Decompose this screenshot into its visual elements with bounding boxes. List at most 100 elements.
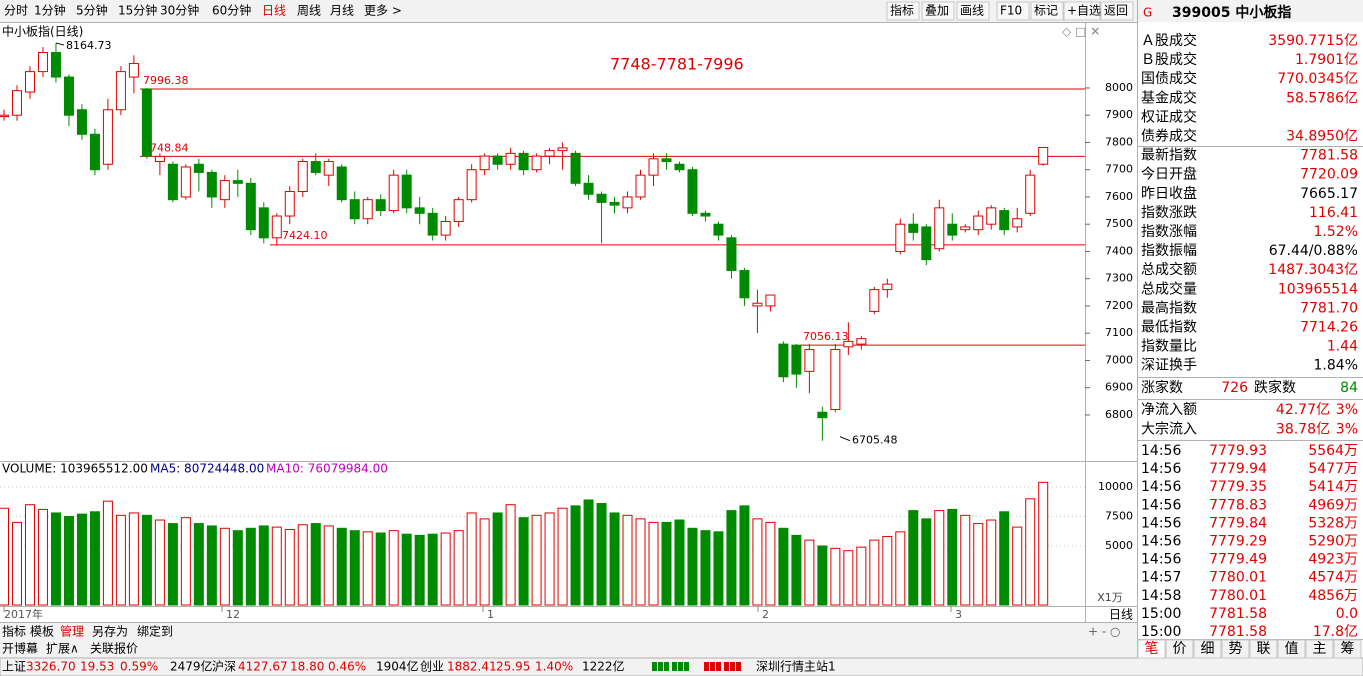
volume-bar [362, 531, 373, 606]
volume-bar [232, 530, 243, 606]
tick-price: 7779.49 [1209, 552, 1267, 568]
tick-volume: 4969万 [1308, 497, 1358, 513]
bottom-tab[interactable]: 另存为 [92, 625, 128, 639]
tick-price: 7781.58 [1209, 606, 1267, 622]
period-tab[interactable]: 15分钟 [118, 3, 157, 18]
side-tab[interactable] [1193, 639, 1222, 659]
level-label: 7056.13 [803, 330, 849, 343]
side-title: 399005 中小板指 [1172, 4, 1291, 21]
candle-body [1025, 174, 1036, 214]
candle-body [648, 158, 659, 176]
status-icon [672, 662, 677, 671]
bottom-tab[interactable]: 管理 [60, 624, 84, 639]
y-tick-label: 7300 [1105, 272, 1133, 285]
candle-body [687, 169, 698, 214]
breadth-value: 726 [1221, 380, 1248, 396]
period-tab[interactable]: 60分钟 [212, 3, 251, 18]
period-tab[interactable]: 日线 [262, 4, 286, 18]
volume-bar [544, 512, 555, 606]
zoom-controls[interactable]: + - ○ [1088, 625, 1120, 639]
volume-bar [1012, 526, 1023, 606]
candle-body [89, 133, 100, 171]
bottom-tab[interactable]: 关联报价 [90, 641, 138, 656]
candle-body [947, 223, 958, 236]
status-icon [736, 662, 741, 671]
volume-bar [63, 515, 74, 606]
status-icon [684, 662, 689, 671]
period-tab[interactable]: 5分钟 [76, 3, 108, 18]
tool-button[interactable] [886, 1, 920, 21]
volume-bar [245, 527, 256, 606]
bottom-tab[interactable]: 扩展∧ [46, 642, 79, 656]
side-tab[interactable] [1333, 639, 1362, 659]
bottom-tab[interactable]: 绑定到 [137, 624, 173, 639]
volume-bar [596, 503, 607, 606]
tool-button[interactable] [1100, 1, 1134, 21]
volume-bar [128, 512, 139, 606]
candle-body [50, 52, 61, 78]
tick-time: 14:57 [1141, 570, 1181, 586]
side-tab[interactable] [1165, 639, 1194, 659]
bottom-tab[interactable]: 模板 [30, 625, 54, 639]
period-tab[interactable]: 1分钟 [34, 3, 66, 18]
stat-value: 1487.3043亿 [1268, 262, 1358, 278]
side-tab-label: 联 [1257, 641, 1271, 657]
volume-bar [167, 523, 178, 606]
side-tab[interactable] [1249, 639, 1278, 659]
period-tab[interactable]: 30分钟 [160, 3, 199, 18]
volume-bar [349, 530, 360, 606]
tick-price: 7780.01 [1209, 570, 1267, 586]
side-tab[interactable] [1137, 639, 1166, 659]
bottom-tab[interactable]: 开博幕 [2, 641, 38, 656]
status-item: 1.40% [535, 660, 573, 674]
status-item: 2479亿 [170, 659, 213, 674]
volume-bar [388, 530, 399, 606]
volume-bar [635, 518, 646, 606]
candle-body [726, 237, 737, 272]
volume-bar [206, 525, 217, 606]
volume-bar [193, 523, 204, 606]
tool-button[interactable] [996, 1, 1030, 21]
bottom-tab[interactable]: 指标 [2, 624, 26, 639]
candle-body [635, 174, 646, 198]
volume-bar [427, 533, 438, 606]
volume-bar [752, 518, 763, 606]
volume-bar [1038, 481, 1049, 606]
candle-body [336, 166, 347, 201]
volume-bar [687, 527, 698, 606]
tool-button[interactable] [956, 1, 990, 21]
tick-time: 14:56 [1141, 552, 1181, 568]
candle-body [986, 207, 997, 225]
side-tab[interactable] [1277, 639, 1306, 659]
candle-body [479, 155, 490, 171]
stat-value: 7781.70 [1300, 300, 1358, 316]
candle-body [817, 411, 828, 419]
candle-body [232, 180, 243, 184]
side-tab[interactable] [1305, 639, 1334, 659]
stat-label: 指数涨幅 [1141, 224, 1197, 240]
tick-price: 7779.93 [1209, 443, 1267, 459]
period-tab[interactable]: 周线 [297, 4, 321, 18]
volume-bar [115, 514, 126, 606]
tool-button[interactable] [1030, 1, 1064, 21]
tool-button[interactable] [921, 1, 955, 21]
level-label: 7748.84 [143, 141, 189, 154]
period-tab[interactable]: 分时 [4, 4, 28, 18]
stat-value: 7665.17 [1300, 186, 1358, 202]
stat-label: 今日开盘 [1141, 166, 1197, 183]
period-tab[interactable]: 更多 > [364, 4, 402, 18]
status-icon [664, 662, 669, 671]
window-icons[interactable]: ◇ □ ✕ [1062, 25, 1100, 39]
candle-body [440, 220, 451, 236]
stat-value: 7714.26 [1300, 320, 1358, 336]
candle-body [492, 155, 503, 165]
tool-button[interactable] [1063, 1, 1101, 21]
breadth-value: 84 [1340, 380, 1358, 396]
side-tab[interactable] [1221, 639, 1250, 659]
x-tick-label: 1 [487, 608, 494, 621]
flow-label: 净流入额 [1141, 402, 1197, 418]
volume-bar [999, 511, 1010, 606]
period-tab[interactable]: 月线 [330, 4, 354, 18]
candle-body [0, 114, 9, 118]
